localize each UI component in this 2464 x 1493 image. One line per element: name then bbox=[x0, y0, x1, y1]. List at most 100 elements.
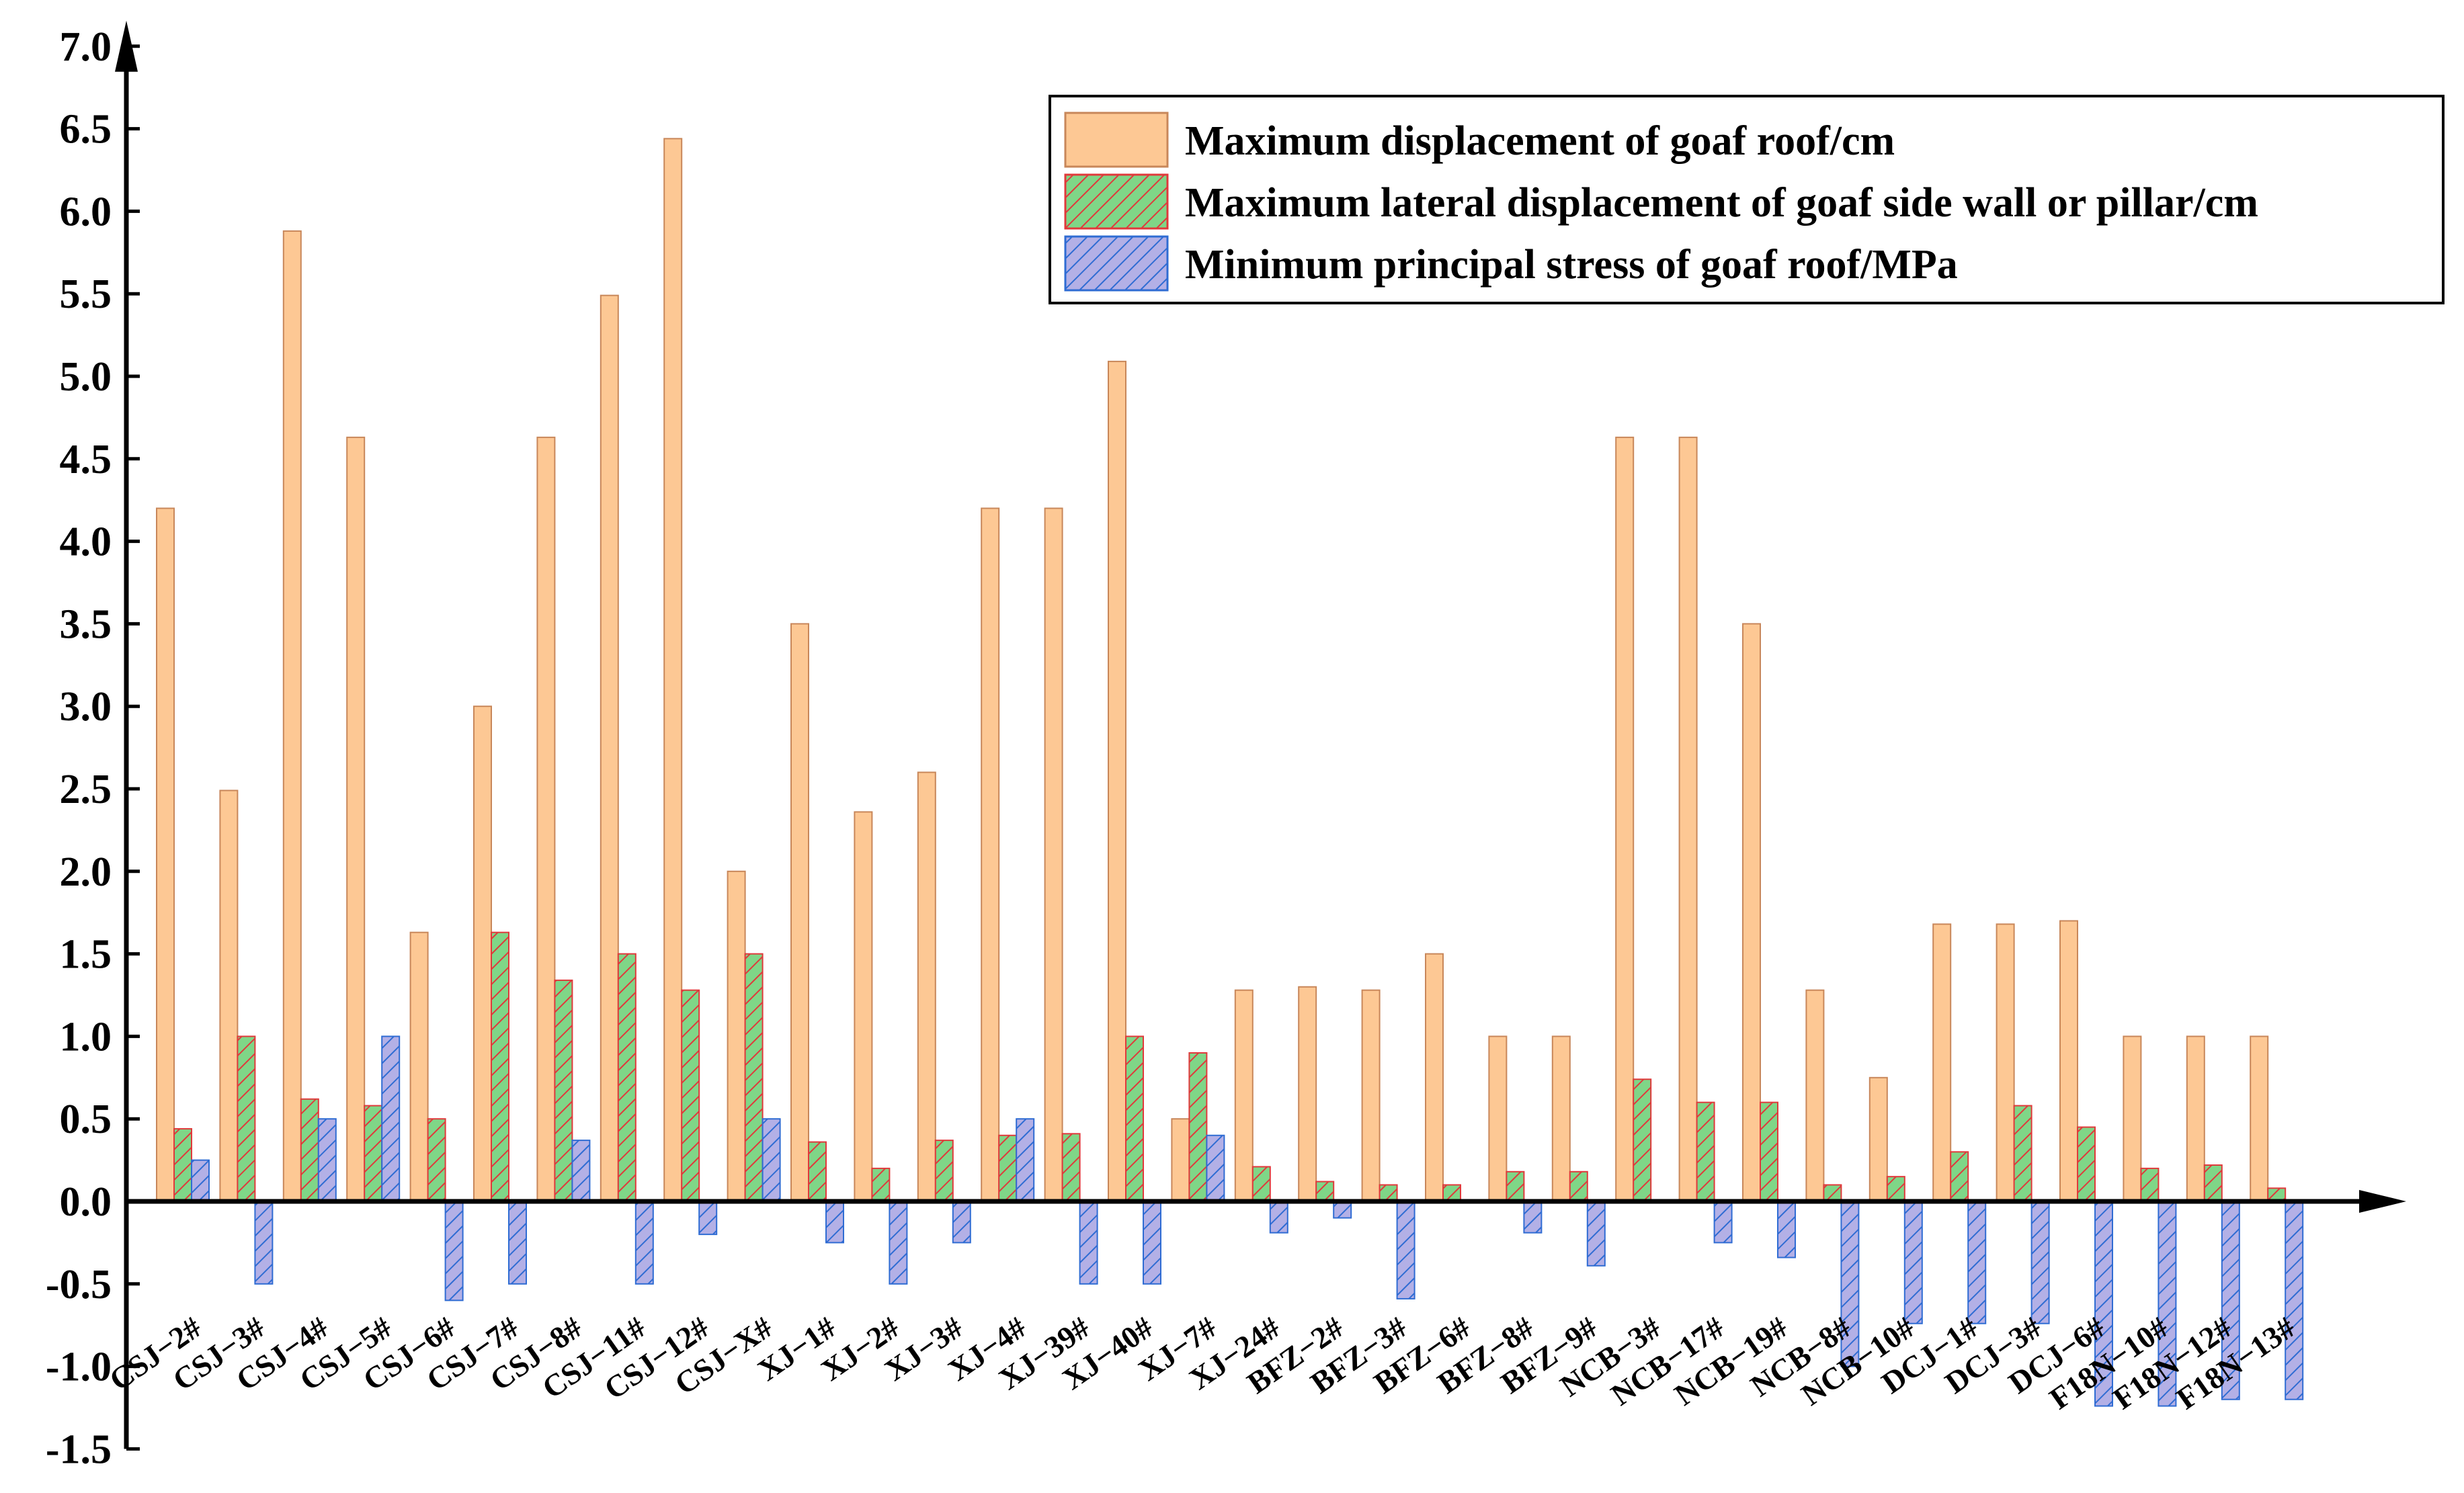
y-tick-label: 2.5 bbox=[60, 767, 112, 812]
bar-min-principal-stress-5 bbox=[508, 1201, 527, 1285]
legend-swatch bbox=[1064, 235, 1169, 292]
bar-lateral-displacement-14 bbox=[1061, 1133, 1081, 1202]
bar-lateral-displacement-30 bbox=[2077, 1126, 2096, 1202]
bar-roof-displacement-20 bbox=[1425, 953, 1444, 1202]
bar-roof-displacement-16 bbox=[1171, 1118, 1190, 1202]
bar-lateral-displacement-20 bbox=[1442, 1184, 1461, 1202]
bar-lateral-displacement-3 bbox=[364, 1105, 383, 1202]
bar-roof-displacement-5 bbox=[473, 706, 492, 1202]
bar-roof-displacement-24 bbox=[1678, 436, 1698, 1203]
bar-min-principal-stress-16 bbox=[1206, 1134, 1225, 1203]
bar-lateral-displacement-29 bbox=[2013, 1105, 2032, 1202]
bar-lateral-displacement-6 bbox=[554, 979, 573, 1202]
legend: Maximum displacement of goaf roof/cm Maxi… bbox=[1049, 95, 2445, 304]
axes-layer: -1.5 -1.0 -0.5 0.0 0.5 1.0 1.5 2.0 2.5 3.0 3.5 4.0 4… bbox=[46, 20, 2406, 1472]
x-axis-arrow bbox=[2359, 1190, 2406, 1213]
bar-lateral-displacement-21 bbox=[1506, 1170, 1525, 1202]
bar-roof-displacement-28 bbox=[1932, 923, 1952, 1202]
bar-min-principal-stress-24 bbox=[1713, 1201, 1733, 1244]
bar-min-principal-stress-13 bbox=[1016, 1118, 1035, 1202]
bar-min-principal-stress-9 bbox=[762, 1118, 781, 1202]
bar-roof-displacement-19 bbox=[1361, 989, 1381, 1202]
bar-min-principal-stress-28 bbox=[1967, 1201, 1987, 1324]
y-tick-label: 3.5 bbox=[60, 601, 112, 647]
legend-swatch bbox=[1064, 173, 1169, 230]
bar-lateral-displacement-32 bbox=[2203, 1164, 2223, 1203]
y-tick-label: 6.0 bbox=[60, 189, 112, 234]
bar-min-principal-stress-3 bbox=[381, 1035, 401, 1203]
y-tick-label: -1.0 bbox=[46, 1345, 112, 1390]
bar-lateral-displacement-19 bbox=[1379, 1184, 1398, 1202]
bar-min-principal-stress-19 bbox=[1396, 1201, 1415, 1299]
y-tick-label: 7.0 bbox=[60, 24, 112, 70]
bar-min-principal-stress-11 bbox=[889, 1201, 908, 1285]
bar-lateral-displacement-16 bbox=[1188, 1052, 1208, 1202]
y-tick-label: 1.0 bbox=[60, 1014, 112, 1060]
y-tick-label: 3.0 bbox=[60, 684, 112, 730]
bar-min-principal-stress-17 bbox=[1269, 1201, 1288, 1234]
bar-lateral-displacement-1 bbox=[237, 1035, 256, 1203]
bar-lateral-displacement-13 bbox=[998, 1134, 1018, 1203]
bar-min-principal-stress-14 bbox=[1079, 1201, 1098, 1285]
bar-lateral-displacement-25 bbox=[1760, 1101, 1778, 1203]
legend-box bbox=[1049, 95, 2445, 304]
bar-lateral-displacement-5 bbox=[491, 931, 509, 1202]
bar-roof-displacement-21 bbox=[1488, 1035, 1508, 1203]
bar-min-principal-stress-7 bbox=[634, 1201, 654, 1285]
legend-swatch bbox=[1064, 112, 1169, 168]
bar-lateral-displacement-10 bbox=[808, 1141, 827, 1202]
bar-lateral-displacement-27 bbox=[1886, 1176, 1905, 1203]
bar-min-principal-stress-12 bbox=[952, 1201, 971, 1244]
y-tick-label: -1.5 bbox=[46, 1426, 112, 1472]
bar-roof-displacement-32 bbox=[2186, 1035, 2205, 1203]
legend-label: Minimum principal stress of goaf roof/MP… bbox=[1185, 242, 1958, 288]
bar-roof-displacement-29 bbox=[1996, 923, 2015, 1202]
bar-min-principal-stress-2 bbox=[317, 1118, 337, 1202]
y-tick-label: 5.5 bbox=[60, 271, 112, 317]
bar-min-principal-stress-18 bbox=[1333, 1201, 1352, 1219]
bar-roof-displacement-14 bbox=[1044, 507, 1063, 1202]
y-tick-label: 0.0 bbox=[60, 1179, 112, 1225]
bar-lateral-displacement-24 bbox=[1696, 1101, 1715, 1203]
bar-roof-displacement-3 bbox=[346, 436, 366, 1203]
bar-roof-displacement-7 bbox=[600, 294, 619, 1202]
y-tick-label: 2.0 bbox=[60, 849, 112, 895]
bar-min-principal-stress-15 bbox=[1143, 1201, 1161, 1285]
y-tick-label: 4.0 bbox=[60, 519, 112, 565]
bar-roof-displacement-0 bbox=[156, 507, 175, 1202]
bar-lateral-displacement-15 bbox=[1125, 1035, 1144, 1203]
bar-roof-displacement-23 bbox=[1615, 436, 1635, 1203]
bar-min-principal-stress-33 bbox=[2285, 1201, 2304, 1400]
bar-roof-displacement-12 bbox=[917, 771, 936, 1202]
bar-lateral-displacement-8 bbox=[681, 989, 700, 1202]
bar-lateral-displacement-12 bbox=[934, 1140, 954, 1203]
bar-roof-displacement-1 bbox=[219, 790, 239, 1203]
y-tick-label: -0.5 bbox=[46, 1262, 112, 1308]
bar-roof-displacement-31 bbox=[2123, 1035, 2142, 1203]
bar-min-principal-stress-21 bbox=[1523, 1201, 1543, 1234]
bars-layer bbox=[156, 138, 2304, 1407]
y-tick-label: 6.5 bbox=[60, 107, 112, 153]
bar-roof-displacement-11 bbox=[854, 811, 873, 1203]
bar-min-principal-stress-32 bbox=[2221, 1201, 2240, 1400]
bar-lateral-displacement-7 bbox=[617, 953, 636, 1202]
bar-roof-displacement-10 bbox=[790, 623, 809, 1202]
bar-lateral-displacement-17 bbox=[1251, 1166, 1271, 1202]
bar-roof-displacement-18 bbox=[1298, 986, 1317, 1202]
bar-min-principal-stress-4 bbox=[444, 1201, 464, 1302]
bar-lateral-displacement-11 bbox=[871, 1167, 891, 1203]
bar-roof-displacement-9 bbox=[727, 870, 746, 1203]
bar-roof-displacement-27 bbox=[1868, 1076, 1888, 1203]
bar-lateral-displacement-26 bbox=[1823, 1184, 1842, 1202]
bar-min-principal-stress-1 bbox=[254, 1201, 274, 1285]
bar-roof-displacement-26 bbox=[1805, 989, 1825, 1202]
bar-min-principal-stress-26 bbox=[1840, 1201, 1860, 1367]
legend-label: Maximum lateral displacement of goaf sid… bbox=[1185, 180, 2258, 226]
bar-min-principal-stress-30 bbox=[2094, 1201, 2113, 1407]
bar-roof-displacement-22 bbox=[1551, 1035, 1571, 1203]
bar-roof-displacement-25 bbox=[1742, 623, 1761, 1202]
bar-lateral-displacement-4 bbox=[427, 1118, 446, 1202]
bar-lateral-displacement-2 bbox=[300, 1098, 319, 1203]
